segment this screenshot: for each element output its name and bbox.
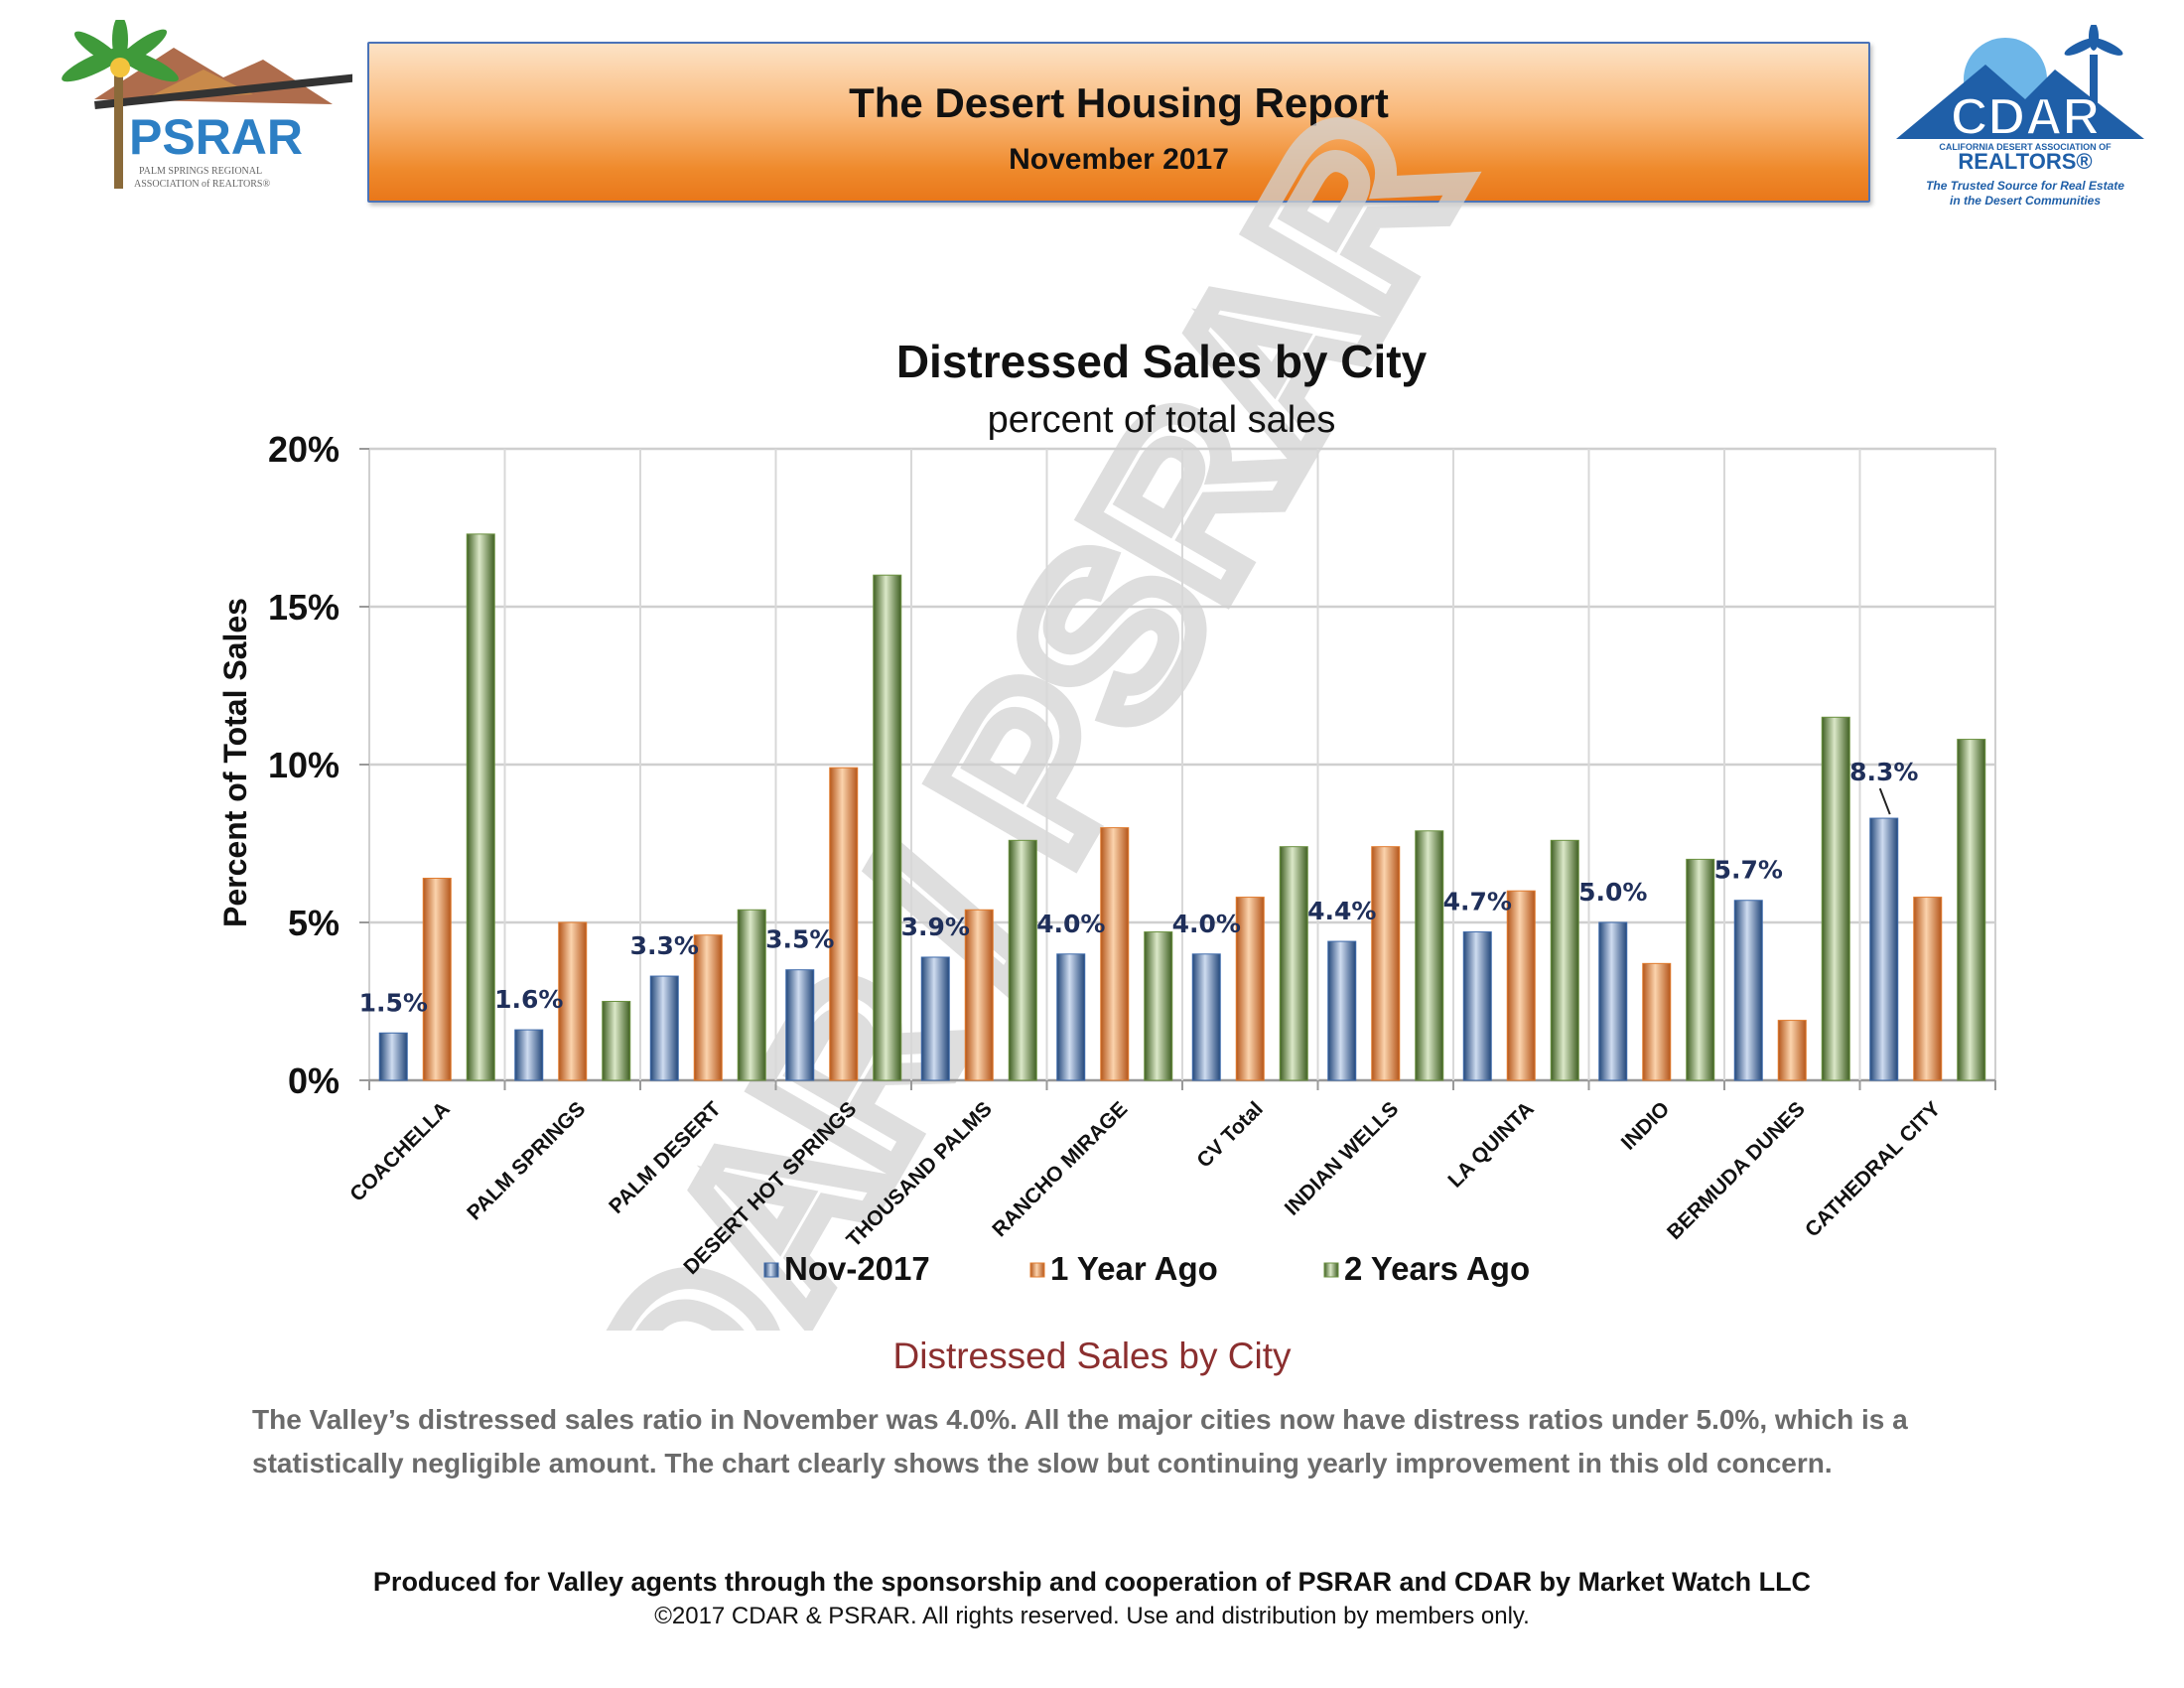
bar-1-year-ago-7 <box>1371 846 1401 1081</box>
bar-2-years-ago-4 <box>1008 839 1037 1081</box>
bar-2-years-ago-6 <box>1279 846 1308 1081</box>
bar-nov-2017-0 <box>378 1032 408 1081</box>
bar-nov-2017-8 <box>1462 931 1492 1081</box>
bar-nov-2017-7 <box>1327 940 1357 1081</box>
x-category-label: LA QUINTA <box>1443 1097 1538 1192</box>
bar-nov-2017-11 <box>1869 817 1899 1081</box>
legend-label-1: 1 Year Ago <box>1050 1250 1218 1287</box>
distressed-sales-chart: CDAR / PSRAR Distressed Sales by City pe… <box>217 66 1996 1331</box>
data-label-2: 3.3% <box>630 931 699 960</box>
bar-nov-2017-9 <box>1598 921 1628 1081</box>
bar-2-years-ago-9 <box>1686 858 1715 1081</box>
data-label-11: 8.3% <box>1849 758 1918 786</box>
cdar-logo: CDAR CALIFORNIA DESERT ASSOCIATION OF RE… <box>1896 25 2144 208</box>
y-tick-label: 5% <box>288 903 340 943</box>
psrar-logo-tagline-2: ASSOCIATION of REALTORS® <box>134 179 270 190</box>
legend-swatch-0 <box>763 1262 779 1278</box>
cdar-logo-slogan-1: The Trusted Source for Real Estate <box>1926 179 2124 193</box>
bar-nov-2017-2 <box>649 975 679 1081</box>
legend-swatch-1 <box>1029 1262 1045 1278</box>
bar-1-year-ago-10 <box>1777 1020 1807 1081</box>
data-label-3: 3.5% <box>765 925 834 954</box>
legend-label-2: 2 Years Ago <box>1344 1250 1530 1287</box>
data-label-6: 4.0% <box>1172 910 1241 938</box>
x-category-label: RANCHO MIRAGE <box>988 1097 1132 1241</box>
footer-copyright: ©2017 CDAR & PSRAR. All rights reserved.… <box>654 1603 1530 1629</box>
bar-nov-2017-6 <box>1191 953 1221 1081</box>
cdar-logo-assoc: CALIFORNIA DESERT ASSOCIATION OF <box>1939 142 2112 152</box>
x-category-label: INDIO <box>1617 1097 1675 1155</box>
y-tick-label: 15% <box>268 587 340 628</box>
psrar-logo: PSRAR PALM SPRINGS REGIONAL ASSOCIATION … <box>62 20 352 190</box>
bar-1-year-ago-11 <box>1913 897 1943 1081</box>
bar-2-years-ago-11 <box>1957 739 1986 1081</box>
bar-nov-2017-10 <box>1733 900 1763 1081</box>
data-label-0: 1.5% <box>359 988 428 1017</box>
report-date: November 2017 <box>1009 143 1229 176</box>
data-label-7: 4.4% <box>1307 897 1376 925</box>
bar-1-year-ago-0 <box>422 877 452 1081</box>
data-label-9: 5.0% <box>1578 878 1647 907</box>
x-category-label: CATHEDRAL CITY <box>1801 1097 1945 1241</box>
bar-2-years-ago-3 <box>873 574 902 1081</box>
report-title: The Desert Housing Report <box>849 79 1389 126</box>
legend-swatch-2 <box>1323 1262 1339 1278</box>
bar-1-year-ago-3 <box>829 767 859 1081</box>
bar-2-years-ago-7 <box>1415 830 1444 1081</box>
bar-1-year-ago-6 <box>1235 897 1265 1081</box>
cdar-logo-name: CDAR <box>1951 88 2100 146</box>
bar-2-years-ago-8 <box>1550 839 1579 1081</box>
bar-1-year-ago-8 <box>1506 890 1536 1081</box>
y-tick-label: 10% <box>268 745 340 785</box>
bar-nov-2017-1 <box>514 1029 544 1081</box>
bar-2-years-ago-1 <box>602 1001 631 1081</box>
bar-1-year-ago-1 <box>558 921 588 1081</box>
chart-subtitle: percent of total sales <box>988 399 1336 441</box>
bar-nov-2017-3 <box>785 969 815 1081</box>
chart-title: Distressed Sales by City <box>896 336 1428 387</box>
bar-2-years-ago-5 <box>1144 931 1173 1081</box>
cdar-logo-realtors: REALTORS® <box>1958 149 2092 174</box>
x-category-label: BERMUDA DUNES <box>1663 1097 1810 1244</box>
data-label-8: 4.7% <box>1443 888 1512 916</box>
bar-nov-2017-4 <box>920 956 950 1081</box>
data-label-leader <box>1878 787 1891 815</box>
cdar-logo-slogan-2: in the Desert Communities <box>1950 194 2101 208</box>
section-heading: Distressed Sales by City <box>892 1336 1292 1376</box>
data-label-4: 3.9% <box>901 913 970 941</box>
x-category-label: INDIAN WELLS <box>1281 1097 1404 1220</box>
bar-1-year-ago-5 <box>1100 827 1130 1081</box>
bar-2-years-ago-2 <box>737 909 766 1081</box>
data-label-10: 5.7% <box>1714 856 1783 885</box>
y-tick-label: 20% <box>268 429 340 470</box>
bar-2-years-ago-10 <box>1821 716 1850 1081</box>
footer-credit: Produced for Valley agents through the s… <box>372 1567 1812 1597</box>
x-category-label: CV Total <box>1192 1097 1267 1172</box>
summary-text: The Valley’s distressed sales ratio in N… <box>252 1404 1908 1478</box>
data-label-1: 1.6% <box>494 985 563 1014</box>
bar-1-year-ago-4 <box>964 909 994 1081</box>
psrar-logo-name: PSRAR <box>129 109 303 165</box>
bar-nov-2017-5 <box>1056 953 1086 1081</box>
x-category-label: PALM SPRINGS <box>463 1097 590 1224</box>
bar-1-year-ago-9 <box>1642 962 1672 1081</box>
y-tick-label: 0% <box>288 1060 340 1101</box>
bar-1-year-ago-2 <box>693 934 723 1081</box>
bar-2-years-ago-0 <box>466 533 495 1081</box>
report-header-banner: The Desert Housing Report November 2017 <box>367 42 1870 203</box>
psrar-logo-tagline-1: PALM SPRINGS REGIONAL <box>139 166 262 177</box>
y-axis-title: Percent of Total Sales <box>217 598 253 927</box>
legend-label-0: Nov-2017 <box>784 1250 930 1287</box>
x-category-label: COACHELLA <box>345 1097 454 1205</box>
data-label-5: 4.0% <box>1036 910 1105 938</box>
